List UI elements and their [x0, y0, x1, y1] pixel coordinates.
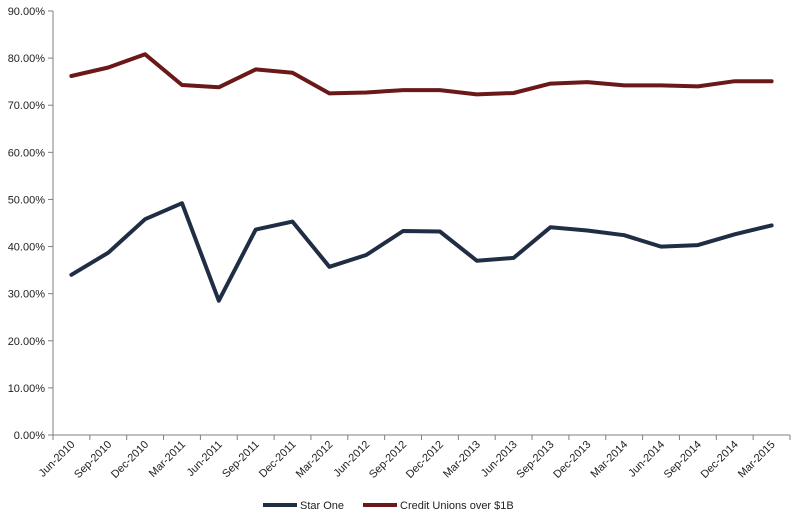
x-tick-label: Dec-2014	[699, 439, 741, 481]
y-tick-label: 50.00%	[8, 194, 46, 206]
x-tick-label: Mar-2011	[147, 439, 188, 480]
x-tick-label: Jun-2014	[626, 439, 667, 480]
y-tick-label: 10.00%	[8, 383, 46, 395]
y-tick-label: 70.00%	[8, 100, 46, 112]
y-tick-label: 30.00%	[8, 289, 46, 301]
x-tick-label: Sep-2011	[220, 439, 262, 481]
x-tick-label: Dec-2012	[404, 439, 446, 481]
x-tick-label: Dec-2013	[551, 439, 593, 481]
legend: Star One Credit Unions over $1B	[263, 500, 514, 512]
x-tick-label: Sep-2013	[514, 439, 556, 481]
y-tick-label: 90.00%	[8, 6, 46, 18]
y-tick-label: 60.00%	[8, 147, 46, 159]
x-tick-label: Mar-2013	[441, 439, 483, 481]
x-tick-label: Mar-2012	[294, 439, 336, 481]
x-tick-label: Jun-2011	[185, 439, 225, 479]
x-tick-label: Dec-2010	[109, 439, 151, 481]
x-tick-label: Sep-2012	[367, 439, 409, 481]
x-tick-label: Mar-2015	[736, 439, 778, 481]
series-line-star-one	[71, 203, 771, 301]
x-tick-label: Dec-2011	[257, 439, 299, 481]
x-tick-label: Jun-2013	[479, 439, 520, 480]
y-tick-label: 0.00%	[14, 430, 45, 442]
series-line-credit-unions-over-1b	[71, 54, 771, 94]
x-tick-label: Sep-2014	[662, 439, 704, 481]
x-tick-label: Jun-2010	[37, 439, 78, 480]
legend-label: Star One	[300, 500, 344, 512]
y-tick-label: 20.00%	[8, 336, 46, 348]
x-tick-label: Jun-2012	[331, 439, 372, 480]
legend-label: Credit Unions over $1B	[400, 500, 514, 512]
x-tick-label: Mar-2014	[589, 439, 631, 481]
x-axis: Jun-2010Sep-2010Dec-2010Mar-2011Jun-2011…	[37, 435, 790, 481]
y-axis: 0.00% 10.00% 20.00% 30.00% 40.00% 50.00% 60.00…	[8, 6, 53, 442]
y-tick-label: 40.00%	[8, 242, 46, 254]
y-tick-label: 80.00%	[8, 53, 46, 65]
x-tick-label: Sep-2010	[72, 439, 114, 481]
series-layer	[71, 54, 771, 301]
